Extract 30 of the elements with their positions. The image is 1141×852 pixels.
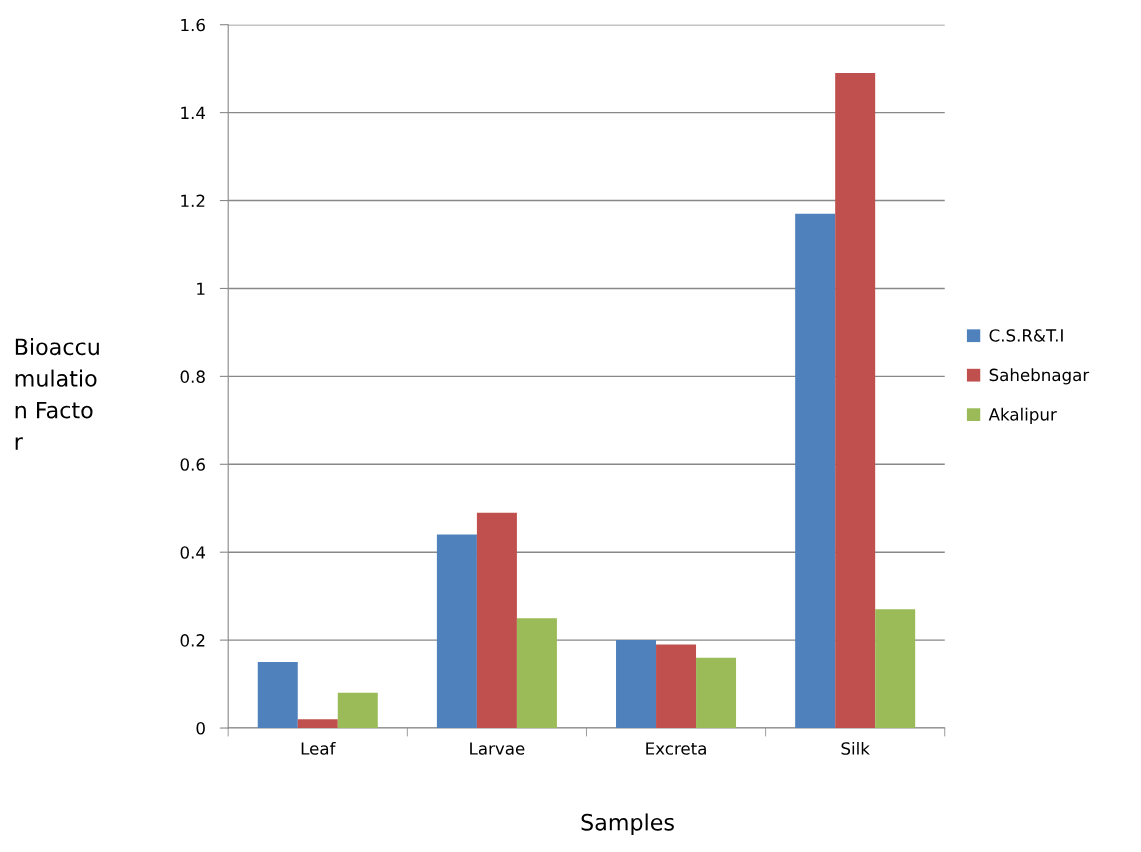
y-tick-label: 1: [197, 282, 205, 295]
x-tick-label: Excreta: [646, 742, 706, 755]
y-tick-label: 0: [196, 722, 205, 735]
bar: [337, 692, 378, 729]
x-tick-label: Silk: [841, 741, 870, 755]
y-tick-label: 1.2: [181, 194, 205, 207]
bar: [436, 534, 477, 729]
bar: [257, 662, 298, 729]
bar: [875, 609, 916, 729]
legend-label: Akalipur: [988, 407, 1057, 424]
y-axis-title: Bioaccumulation Factor: [15, 337, 99, 450]
bar: [835, 73, 876, 729]
bar: [297, 719, 338, 729]
bar: [656, 644, 697, 729]
bar: [516, 618, 557, 729]
x-axis-title: Samples: [581, 813, 674, 835]
x-tick-label: Leaf: [301, 741, 336, 755]
y-tick-label: 0.8: [180, 370, 205, 383]
y-tick-label: 1.6: [181, 18, 205, 32]
y-tick-label: 0.6: [180, 458, 205, 471]
bar: [696, 657, 737, 729]
legend-label: Sahebnagar: [989, 368, 1090, 385]
legend-label: C.S.R&T.I: [989, 329, 1063, 342]
bar: [795, 213, 836, 729]
y-tick-label: 0.4: [180, 546, 206, 559]
y-tick-label: 0.2: [180, 634, 205, 647]
x-tick-label: Larvae: [470, 742, 525, 755]
bar: [476, 512, 517, 729]
bar: [616, 640, 657, 729]
y-tick-label: 1.4: [181, 106, 206, 119]
